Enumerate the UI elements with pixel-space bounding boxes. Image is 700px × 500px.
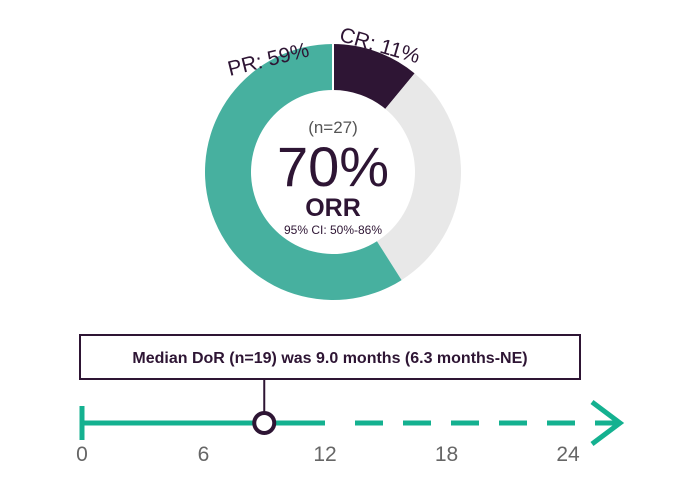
orr-label: ORR	[305, 194, 361, 222]
donut-slice-1	[376, 73, 461, 281]
tick-label-12: 12	[313, 443, 336, 466]
tick-label-6: 6	[198, 443, 210, 466]
donut-slice-0	[333, 44, 415, 109]
median-marker	[252, 411, 277, 435]
dor-timeline	[79, 379, 625, 446]
annotation-text: Median DoR (n=19) was 9.0 months (6.3 mo…	[132, 350, 527, 367]
tick-label-18: 18	[435, 443, 458, 466]
tick-label-0: 0	[76, 443, 88, 466]
orr-donut-chart	[204, 44, 461, 300]
n-label: (n=27)	[308, 118, 358, 137]
ci-label: 95% CI: 50%-86%	[284, 223, 382, 237]
orr-value: 70%	[277, 135, 389, 198]
timeline-arrow-head	[590, 400, 625, 446]
annotation-box	[79, 334, 581, 380]
tick-labels: 0 6 12 18 24	[76, 443, 580, 466]
donut-slice-2	[204, 44, 402, 300]
tick-label-24: 24	[556, 443, 580, 466]
